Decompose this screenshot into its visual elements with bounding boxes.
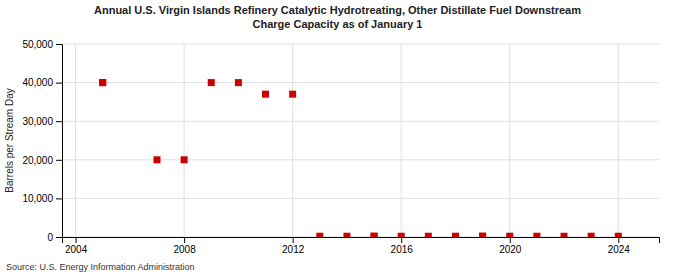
- x-tick: 2012: [282, 237, 305, 255]
- points: [99, 79, 622, 237]
- y-grid-line: [62, 82, 659, 83]
- x-grid-line: [292, 44, 293, 237]
- x-grid-line: [75, 44, 76, 237]
- x-grid-line: [509, 44, 510, 237]
- point: [398, 233, 405, 237]
- point: [181, 156, 188, 163]
- y-grid-line: [62, 121, 659, 122]
- x-tick: 2004: [65, 237, 88, 255]
- y-tick-label: 40,000: [22, 77, 53, 88]
- x-grid-line: [401, 44, 402, 237]
- y-grid-line: [62, 44, 659, 45]
- x-tick-mark: [618, 237, 619, 243]
- x-tick-label: 2024: [608, 244, 631, 255]
- x-tick-label: 2008: [173, 244, 196, 255]
- point: [343, 233, 350, 237]
- y-tick-label: 50,000: [22, 39, 53, 50]
- y-tick: 30,000: [22, 116, 62, 127]
- x-tick-mark: [293, 237, 294, 243]
- point: [235, 79, 242, 86]
- y-tick-mark: [56, 237, 62, 238]
- point: [588, 233, 595, 237]
- y-tick-mark: [56, 121, 62, 122]
- y-tick: 10,000: [22, 193, 62, 204]
- point: [479, 233, 486, 237]
- y-axis: 0 10,000 20,000 30,000 40,000 50,000: [22, 39, 62, 243]
- x-tick: 2024: [608, 237, 631, 255]
- y-tick: 50,000: [22, 39, 62, 50]
- x-tick-mark: [510, 237, 511, 243]
- point: [561, 233, 568, 237]
- x-axis: 2004 2008 2012 2016 2020 2024: [63, 237, 660, 255]
- source: Source: U.S. Energy Information Administ…: [6, 262, 195, 272]
- y-axis-title: Barrels per Stream Day: [4, 88, 15, 192]
- point: [371, 233, 378, 237]
- x-tick-mark: [76, 237, 77, 243]
- x-tick-label: 2004: [65, 244, 88, 255]
- y-tick-label: 10,000: [22, 193, 53, 204]
- point: [506, 233, 513, 237]
- y-tick-mark: [56, 83, 62, 84]
- point: [262, 91, 269, 98]
- y-tick-mark: [56, 198, 62, 199]
- y-tick-mark: [56, 44, 62, 45]
- point: [99, 79, 106, 86]
- y-tick-label: 20,000: [22, 155, 53, 166]
- x-tick-label: 2020: [499, 244, 522, 255]
- point: [316, 233, 323, 237]
- x-tick-mark: [401, 237, 402, 243]
- point: [479, 233, 486, 237]
- point: [452, 233, 459, 237]
- point: [153, 156, 160, 163]
- x-tick: 2020: [499, 237, 522, 255]
- x-tick-label: 2016: [391, 244, 414, 255]
- x-tick: 2016: [391, 237, 414, 255]
- y-tick-mark: [56, 160, 62, 161]
- x-grid-line: [618, 44, 619, 237]
- point: [371, 233, 378, 237]
- grid: [62, 44, 659, 237]
- point: [533, 233, 540, 237]
- y-grid-line: [62, 198, 659, 199]
- y-grid-line: [62, 159, 659, 160]
- title: Annual U.S. Virgin Islands Refinery Cata…: [94, 4, 581, 30]
- y-axis-line: [56, 45, 63, 238]
- x-grid-line: [184, 44, 185, 237]
- y-tick-label: 0: [47, 232, 53, 243]
- y-tick: 20,000: [22, 155, 62, 166]
- x-tick-label: 2012: [282, 244, 305, 255]
- point: [99, 79, 106, 86]
- point: [289, 91, 296, 98]
- x-axis-line: [63, 238, 660, 244]
- y-tick: 40,000: [22, 77, 62, 88]
- point: [208, 79, 215, 86]
- x-tick: 2008: [173, 237, 196, 255]
- y-tick-label: 30,000: [22, 116, 53, 127]
- chart: 2004 2008 2012 2016 2020 2024 0 10,000 20,000 30,…: [0, 0, 675, 275]
- y-tick: 0: [47, 232, 62, 243]
- point: [615, 233, 622, 237]
- point: [425, 233, 432, 237]
- x-tick-mark: [184, 237, 185, 243]
